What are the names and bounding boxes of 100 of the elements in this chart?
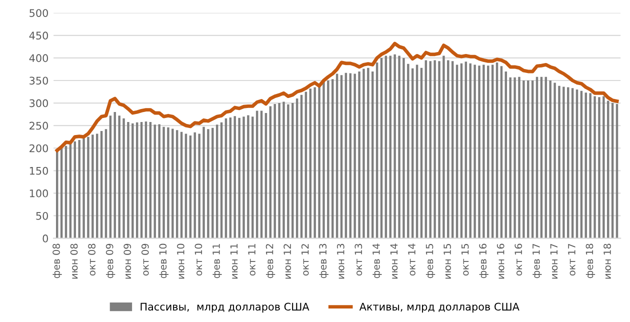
x-tick-label: окт 10 bbox=[194, 244, 202, 276]
x-tick-label: июн 18 bbox=[604, 244, 611, 279]
bar bbox=[331, 79, 334, 238]
bar bbox=[447, 60, 450, 238]
bar bbox=[522, 80, 525, 238]
bar bbox=[514, 77, 516, 238]
bar bbox=[380, 58, 383, 238]
bar bbox=[274, 104, 276, 238]
bar bbox=[531, 80, 534, 238]
bar bbox=[544, 76, 548, 238]
bar bbox=[167, 127, 170, 238]
bar bbox=[411, 68, 414, 238]
bar bbox=[496, 62, 498, 238]
bar bbox=[384, 56, 388, 238]
bar bbox=[318, 86, 320, 238]
x-tick-label: июн 09 bbox=[124, 244, 132, 279]
x-tick-label: фев 09 bbox=[106, 244, 116, 278]
x-tick-label: июн 14 bbox=[390, 244, 398, 279]
x-tick-label: окт 14 bbox=[408, 244, 416, 276]
bar bbox=[527, 80, 530, 238]
bar bbox=[611, 103, 614, 238]
bar bbox=[518, 76, 520, 238]
bar bbox=[172, 128, 174, 238]
bar bbox=[336, 74, 338, 238]
bar bbox=[234, 116, 236, 238]
bar bbox=[344, 72, 348, 238]
bar bbox=[282, 102, 285, 238]
x-tick-label: фев 17 bbox=[532, 244, 542, 278]
legend-label: Пассивы, млрд долларов США bbox=[140, 302, 310, 313]
bar bbox=[487, 66, 490, 238]
x-tick-label: фев 10 bbox=[159, 244, 168, 278]
bar bbox=[184, 134, 188, 238]
bar bbox=[132, 123, 134, 238]
bar bbox=[598, 97, 600, 238]
bar bbox=[584, 92, 587, 238]
bar bbox=[358, 71, 360, 238]
bar bbox=[469, 63, 472, 238]
bar bbox=[122, 118, 125, 238]
bar bbox=[109, 116, 112, 238]
bar bbox=[242, 116, 245, 238]
y-tick-label: 450 bbox=[29, 32, 48, 40]
y-tick-label: 350 bbox=[30, 76, 48, 85]
bar bbox=[451, 61, 454, 238]
bar bbox=[309, 88, 312, 238]
bar bbox=[442, 56, 445, 238]
bar bbox=[87, 136, 90, 238]
x-tick-label: фев 16 bbox=[479, 244, 488, 278]
bar bbox=[474, 64, 476, 238]
bar bbox=[158, 124, 160, 238]
bar bbox=[78, 140, 80, 238]
line-series bbox=[55, 42, 619, 152]
x-tick-label: июн 15 bbox=[444, 244, 451, 279]
bar bbox=[602, 96, 605, 238]
x-tick-label: фев 14 bbox=[372, 244, 382, 278]
bar bbox=[389, 56, 392, 238]
bar bbox=[402, 58, 405, 238]
bar bbox=[371, 71, 374, 238]
bar bbox=[456, 64, 458, 238]
x-tick-label: июн 12 bbox=[284, 244, 291, 279]
x-tick-label: фев 11 bbox=[212, 244, 222, 278]
bar bbox=[464, 62, 468, 238]
x-tick-label: окт 11 bbox=[248, 244, 256, 276]
bar bbox=[429, 61, 432, 238]
bar bbox=[594, 96, 596, 238]
x-tick-label: фев 18 bbox=[586, 244, 596, 278]
bar bbox=[278, 103, 280, 238]
legend-label: Активы, млрд долларов США bbox=[359, 302, 520, 313]
bar bbox=[554, 82, 556, 238]
bar bbox=[504, 71, 508, 238]
bar bbox=[434, 60, 436, 238]
x-tick-label: фев 12 bbox=[266, 244, 276, 278]
bar bbox=[292, 103, 294, 238]
bar bbox=[207, 129, 210, 238]
x-tick-label: окт 15 bbox=[462, 244, 469, 276]
bar bbox=[376, 62, 378, 238]
x-tick-label: июн 16 bbox=[496, 244, 504, 279]
x-tick-label: окт 13 bbox=[354, 244, 362, 276]
x-tick-label: июн 13 bbox=[336, 244, 344, 279]
bar bbox=[540, 76, 543, 238]
y-tick-label: 0 bbox=[42, 234, 48, 242]
x-tick-label: окт 17 bbox=[568, 244, 576, 276]
bar bbox=[287, 104, 290, 238]
bar bbox=[424, 60, 428, 238]
bar bbox=[92, 134, 94, 238]
bar bbox=[354, 74, 356, 238]
bar bbox=[478, 66, 480, 238]
y-tick-label: 300 bbox=[30, 99, 48, 108]
bar bbox=[82, 138, 85, 238]
x-tick-label: окт 16 bbox=[514, 244, 522, 276]
bar bbox=[202, 126, 205, 238]
bar bbox=[198, 134, 200, 238]
bar bbox=[407, 64, 410, 238]
x-tick-label: окт 12 bbox=[301, 244, 309, 276]
bar bbox=[194, 132, 196, 238]
bar bbox=[576, 90, 578, 238]
bar bbox=[549, 80, 552, 238]
bar bbox=[118, 116, 120, 238]
bar bbox=[260, 110, 263, 238]
bar bbox=[394, 54, 396, 238]
bar bbox=[238, 118, 240, 238]
